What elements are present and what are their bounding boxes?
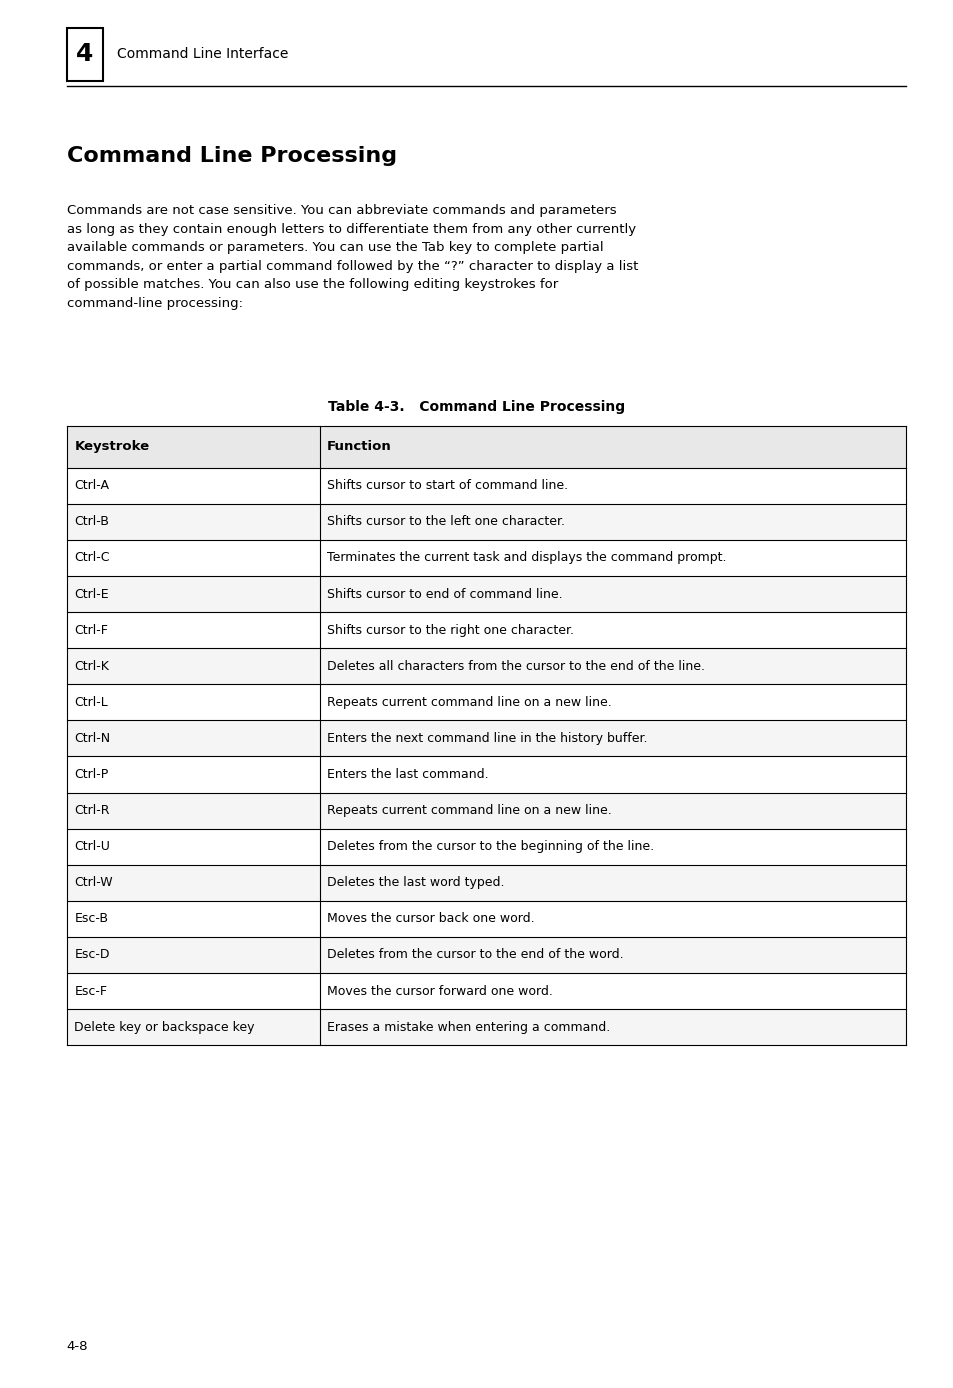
Text: Ctrl-L: Ctrl-L (74, 695, 108, 709)
Text: Erases a mistake when entering a command.: Erases a mistake when entering a command… (327, 1020, 610, 1034)
Bar (67, 756, 905, 793)
Text: Ctrl-F: Ctrl-F (74, 623, 109, 637)
Text: Esc-F: Esc-F (74, 984, 108, 998)
Bar (67, 937, 905, 973)
Text: Ctrl-C: Ctrl-C (74, 551, 110, 565)
Bar (67, 720, 905, 756)
Text: Keystroke: Keystroke (74, 440, 150, 454)
Text: Ctrl-B: Ctrl-B (74, 515, 110, 529)
Bar (67, 865, 905, 901)
Text: 4: 4 (76, 42, 93, 67)
Text: Ctrl-R: Ctrl-R (74, 804, 110, 818)
Text: Delete key or backspace key: Delete key or backspace key (74, 1020, 254, 1034)
Text: Command Line Interface: Command Line Interface (117, 47, 289, 61)
Text: Function: Function (327, 440, 392, 454)
Text: Ctrl-P: Ctrl-P (74, 768, 109, 781)
Text: Shifts cursor to the left one character.: Shifts cursor to the left one character. (327, 515, 564, 529)
Bar (67, 504, 905, 540)
Bar (67, 793, 905, 829)
Text: Enters the next command line in the history buffer.: Enters the next command line in the hist… (327, 731, 647, 745)
Text: Esc-D: Esc-D (74, 948, 110, 962)
Text: Ctrl-N: Ctrl-N (74, 731, 111, 745)
Bar (67, 612, 905, 648)
Text: Terminates the current task and displays the command prompt.: Terminates the current task and displays… (327, 551, 726, 565)
Text: Shifts cursor to start of command line.: Shifts cursor to start of command line. (327, 479, 568, 493)
Text: Ctrl-E: Ctrl-E (74, 587, 109, 601)
Bar (67, 648, 905, 684)
Text: Shifts cursor to end of command line.: Shifts cursor to end of command line. (327, 587, 562, 601)
Text: Ctrl-U: Ctrl-U (74, 840, 111, 854)
Bar (67, 1009, 905, 1045)
Bar (67, 468, 905, 504)
Bar (67, 540, 905, 576)
Text: Deletes all characters from the cursor to the end of the line.: Deletes all characters from the cursor t… (327, 659, 704, 673)
Bar (67, 829, 905, 865)
Text: Repeats current command line on a new line.: Repeats current command line on a new li… (327, 695, 611, 709)
Text: Shifts cursor to the right one character.: Shifts cursor to the right one character… (327, 623, 574, 637)
Bar (67, 901, 905, 937)
Text: Esc-B: Esc-B (74, 912, 109, 926)
Bar (67, 426, 905, 468)
Bar (67, 973, 905, 1009)
Text: Ctrl-W: Ctrl-W (74, 876, 112, 890)
Text: 4-8: 4-8 (67, 1341, 89, 1353)
Text: Moves the cursor back one word.: Moves the cursor back one word. (327, 912, 535, 926)
Text: Command Line Processing: Command Line Processing (67, 146, 396, 165)
Bar (67, 684, 905, 720)
Text: Deletes from the cursor to the end of the word.: Deletes from the cursor to the end of th… (327, 948, 623, 962)
Text: Commands are not case sensitive. You can abbreviate commands and parameters
as l: Commands are not case sensitive. You can… (67, 204, 638, 310)
Text: Moves the cursor forward one word.: Moves the cursor forward one word. (327, 984, 553, 998)
Text: Deletes from the cursor to the beginning of the line.: Deletes from the cursor to the beginning… (327, 840, 654, 854)
Text: Enters the last command.: Enters the last command. (327, 768, 488, 781)
Text: Ctrl-A: Ctrl-A (74, 479, 110, 493)
Bar (67, 576, 905, 612)
Text: Repeats current command line on a new line.: Repeats current command line on a new li… (327, 804, 611, 818)
Text: Ctrl-K: Ctrl-K (74, 659, 110, 673)
Text: Table 4-3.   Command Line Processing: Table 4-3. Command Line Processing (328, 400, 625, 414)
FancyBboxPatch shape (67, 28, 103, 81)
Text: Deletes the last word typed.: Deletes the last word typed. (327, 876, 504, 890)
